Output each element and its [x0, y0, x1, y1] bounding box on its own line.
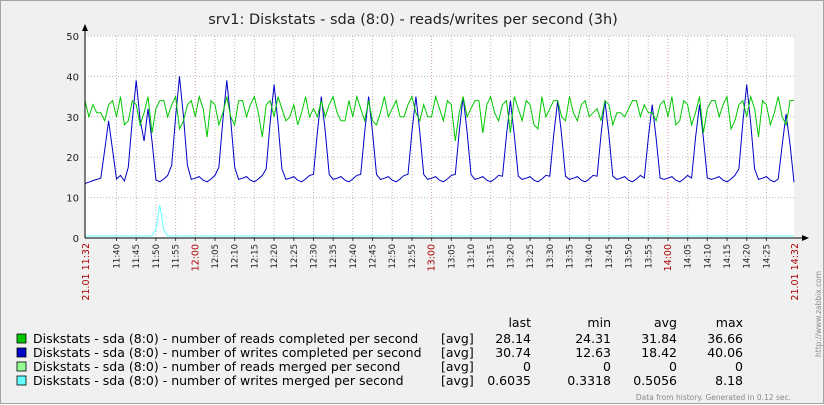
x-tick-label: 14:00	[663, 244, 674, 271]
legend-swatch	[16, 361, 27, 372]
x-tick-label: 12:35	[329, 244, 339, 269]
x-tick-label: 13:15	[487, 244, 497, 269]
x-tick-label: 12:50	[388, 244, 398, 269]
legend-header-avg: avg	[654, 315, 677, 330]
x-tick-label: 14:05	[684, 244, 694, 269]
legend-value-avg: 31.84	[641, 331, 677, 346]
x-end-label: 21.01 14:32	[790, 243, 801, 301]
grid	[85, 35, 794, 238]
legend-agg: [avg]	[441, 373, 474, 388]
legend-value-min: 24.31	[575, 331, 611, 346]
axes: 0 10 20 30 40 50 11:40 11:45 11:50 11:55 12:00 12:0…	[66, 24, 809, 301]
legend-value-max: 8.18	[715, 373, 743, 388]
x-tick-label: 11:45	[132, 244, 142, 269]
legend-header-last: last	[508, 315, 531, 330]
x-tick-label: 13:50	[625, 244, 635, 269]
legend-value-last: 28.14	[495, 331, 531, 346]
x-tick-label: 13:10	[467, 244, 477, 269]
watermark: http://www.zabbix.com	[814, 271, 823, 357]
x-tick-label: 12:10	[231, 244, 241, 269]
x-tick-label: 13:35	[565, 244, 575, 269]
series-line-writes-completed	[84, 76, 795, 184]
legend-series-name: Diskstats - sda (8:0) - number of writes…	[33, 373, 404, 388]
x-tick-label: 12:05	[211, 244, 221, 269]
legend-series-name: Diskstats - sda (8:0) - number of reads …	[33, 359, 400, 374]
legend-value-last: 0.6035	[487, 373, 531, 388]
legend-value-max: 0	[735, 359, 743, 374]
legend-value-min: 0.3318	[567, 373, 611, 388]
legend-value-avg: 0	[669, 359, 677, 374]
x-tick-label: 13:05	[447, 244, 457, 269]
legend-value-avg: 0.5056	[633, 373, 677, 388]
x-tick-label: 13:45	[605, 244, 615, 269]
legend-value-max: 36.66	[707, 331, 743, 346]
plot-area	[85, 36, 794, 238]
legend-header-max: max	[716, 315, 743, 330]
legend-value-last: 0	[523, 359, 531, 374]
legend-agg: [avg]	[441, 359, 474, 374]
legend-value-avg: 18.42	[641, 345, 677, 360]
legend-value-max: 40.06	[707, 345, 743, 360]
footer-note: Data from history. Generated in 0.12 sec…	[636, 393, 791, 402]
x-tick-label: 14:25	[762, 244, 772, 269]
legend-value-min: 12.63	[575, 345, 611, 360]
legend-value-last: 30.74	[495, 345, 531, 360]
x-tick-label: 12:00	[190, 244, 201, 271]
legend-agg: [avg]	[441, 331, 474, 346]
x-tick-label: 13:00	[427, 244, 438, 271]
y-axis-arrow	[82, 24, 88, 31]
legend: last min avg max Diskstats - sda (8:0) - num…	[16, 315, 743, 388]
x-tick-label: 14:10	[703, 244, 713, 269]
legend-swatch	[16, 375, 27, 386]
series-line-writes-merged	[85, 204, 794, 237]
y-tick-label: 0	[73, 234, 79, 245]
legend-swatch	[16, 347, 27, 358]
y-tick-label: 20	[66, 153, 79, 164]
y-tick-label: 50	[66, 32, 79, 43]
x-tick-label: 14:20	[743, 244, 753, 269]
x-tick-label: 12:45	[369, 244, 379, 269]
legend-value-min: 0	[603, 359, 611, 374]
x-tick-label: 11:55	[172, 244, 182, 269]
x-tick-label: 13:40	[585, 244, 595, 269]
x-tick-label: 11:50	[152, 244, 162, 269]
x-tick-label: 13:25	[526, 244, 536, 269]
x-tick-label: 13:20	[506, 244, 516, 269]
x-tick-label: 12:15	[250, 244, 260, 269]
y-tick-label: 30	[66, 113, 79, 124]
x-tick-label: 14:15	[723, 244, 733, 269]
x-tick-label: 12:55	[408, 244, 418, 269]
x-tick-label: 12:20	[270, 244, 280, 269]
legend-series-name: Diskstats - sda (8:0) - number of writes…	[33, 345, 422, 360]
x-axis-arrow	[802, 235, 809, 241]
chart-title: srv1: Diskstats - sda (8:0) - reads/writ…	[208, 12, 618, 28]
legend-agg: [avg]	[441, 345, 474, 360]
x-tick-label: 11:40	[113, 244, 123, 269]
y-tick-label: 40	[66, 72, 79, 83]
legend-header-min: min	[587, 315, 611, 330]
y-tick-label: 10	[66, 194, 79, 205]
x-tick-label: 12:40	[349, 244, 359, 269]
x-tick-label: 13:30	[546, 244, 556, 269]
legend-series-name: Diskstats - sda (8:0) - number of reads …	[33, 331, 418, 346]
x-tick-label: 13:55	[644, 244, 654, 269]
series-line-reads-completed	[84, 94, 794, 142]
x-tick-label: 12:25	[290, 244, 300, 269]
legend-swatch	[16, 333, 27, 344]
x-tick-label: 12:30	[309, 244, 319, 269]
x-start-label: 21.01 11:32	[81, 243, 92, 301]
